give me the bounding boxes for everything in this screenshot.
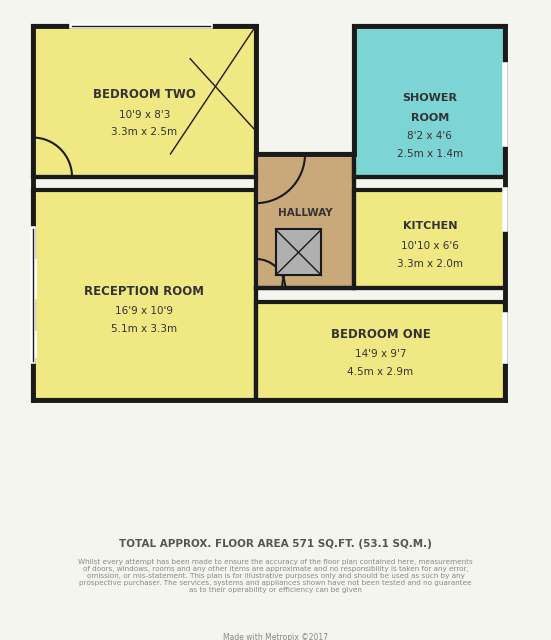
Text: TOTAL APPROX. FLOOR AREA 571 SQ.FT. (53.1 SQ.M.): TOTAL APPROX. FLOOR AREA 571 SQ.FT. (53.…: [119, 539, 432, 548]
Text: Whilst every attempt has been made to ensure the accuracy of the floor plan cont: Whilst every attempt has been made to en…: [78, 559, 473, 593]
Text: SHOWER: SHOWER: [402, 93, 457, 103]
Bar: [354, 190, 505, 289]
Text: 16'9 x 10'9: 16'9 x 10'9: [115, 307, 173, 316]
Text: 8'2 x 4'6: 8'2 x 4'6: [407, 131, 452, 141]
Bar: [256, 154, 354, 289]
Text: 10'10 x 6'6: 10'10 x 6'6: [401, 241, 458, 251]
Text: 4.5m x 2.9m: 4.5m x 2.9m: [348, 367, 414, 377]
Bar: [354, 26, 505, 177]
Text: BEDROOM TWO: BEDROOM TWO: [93, 88, 196, 101]
Text: 10'9 x 8'3: 10'9 x 8'3: [118, 109, 170, 120]
Bar: [33, 190, 256, 400]
Text: ROOM: ROOM: [410, 113, 449, 123]
Bar: [276, 229, 321, 275]
Text: BEDROOM ONE: BEDROOM ONE: [331, 328, 430, 341]
Text: RECEPTION ROOM: RECEPTION ROOM: [84, 285, 204, 298]
Text: 3.3m x 2.0m: 3.3m x 2.0m: [397, 259, 463, 269]
Bar: [33, 26, 256, 177]
Text: Made with Metropix ©2017: Made with Metropix ©2017: [223, 633, 328, 640]
Text: 14'9 x 9'7: 14'9 x 9'7: [355, 349, 406, 359]
Text: 5.1m x 3.3m: 5.1m x 3.3m: [111, 324, 177, 334]
Text: HALLWAY: HALLWAY: [278, 208, 332, 218]
Text: 3.3m x 2.5m: 3.3m x 2.5m: [111, 127, 177, 137]
Bar: [256, 301, 505, 400]
Text: KITCHEN: KITCHEN: [403, 221, 457, 231]
Text: 2.5m x 1.4m: 2.5m x 1.4m: [397, 149, 463, 159]
